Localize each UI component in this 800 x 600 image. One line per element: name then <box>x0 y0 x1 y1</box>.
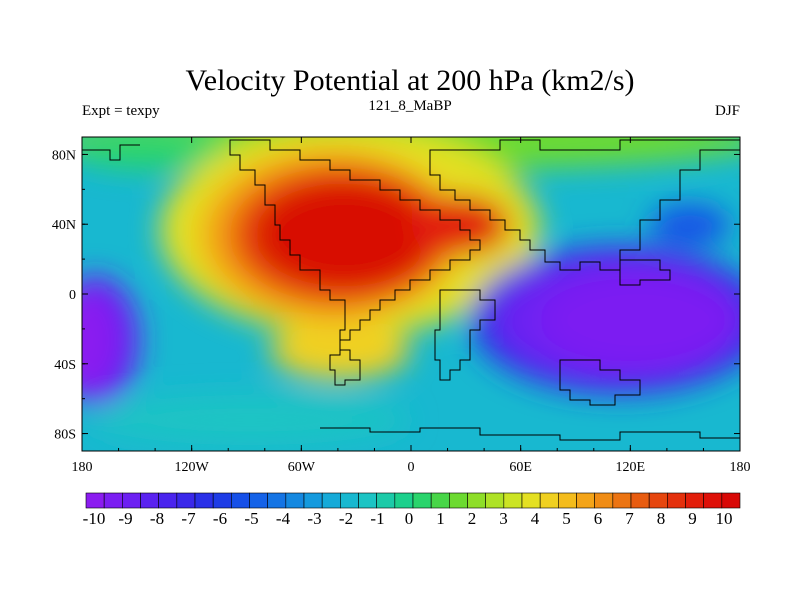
x-tick-label: 60E <box>509 460 532 475</box>
colorbar-label: 2 <box>468 509 477 528</box>
coast-americas <box>229 139 481 386</box>
colorbar-swatch <box>721 492 741 509</box>
field-band-north-west <box>82 137 230 170</box>
x-tick-label: 180 <box>730 460 751 475</box>
coast-maritime <box>619 259 671 286</box>
field-lobe-red-core <box>255 180 435 290</box>
colorbar-swatch <box>630 492 650 509</box>
x-tick-label: 180 <box>72 460 93 475</box>
colorbar-swatch <box>267 492 287 509</box>
colorbar-swatch <box>594 492 614 509</box>
colorbar-swatch <box>612 492 632 509</box>
colorbar-swatch <box>412 492 432 509</box>
subtitle-left: Expt = texpy <box>82 103 160 119</box>
colorbar-label: -3 <box>307 509 321 528</box>
y-tick-label: 40N <box>52 218 76 233</box>
colorbar-label: 3 <box>499 509 508 528</box>
coast-antarctica <box>320 427 740 441</box>
colorbar-label: -2 <box>339 509 353 528</box>
coast-alaska <box>82 144 140 161</box>
coastlines <box>82 139 740 441</box>
colorbar-swatch <box>703 492 723 509</box>
y-tick-label: 0 <box>69 288 76 303</box>
colorbar-label: -7 <box>181 509 196 528</box>
colorbar-label: 0 <box>405 509 414 528</box>
x-tick-label: 0 <box>408 460 415 475</box>
colorbar-label: 4 <box>531 509 540 528</box>
field-trough-north-pacific <box>650 205 730 245</box>
x-tick-label: 60W <box>288 460 316 475</box>
colorbar-label: 1 <box>436 509 445 528</box>
colorbar-swatch <box>285 492 305 509</box>
colorbar-swatch <box>103 492 123 509</box>
colorbar-swatch <box>212 492 232 509</box>
colorbar-swatch <box>376 492 396 509</box>
coast-eurasia <box>429 139 740 271</box>
coast-africa <box>434 289 496 381</box>
colorbar-swatch <box>503 492 523 509</box>
x-tick-label: 120W <box>175 460 210 475</box>
colorbar-swatch <box>648 492 668 509</box>
field-band-south <box>90 395 410 445</box>
colorbar-label: 7 <box>625 509 634 528</box>
y-axis: 80N 40N 0 40S 80S <box>52 148 740 443</box>
colorbar-swatch <box>321 492 341 509</box>
colorbar-label: -4 <box>276 509 291 528</box>
colorbar-label: -10 <box>83 509 106 528</box>
colorbar-label: 5 <box>562 509 571 528</box>
colorbar-swatch <box>231 492 250 509</box>
colorbar-swatch <box>176 492 196 509</box>
colorbar-swatch <box>576 492 595 509</box>
y-tick-label: 80S <box>54 428 76 443</box>
colorbar-label: -1 <box>370 509 384 528</box>
colorbar-label: -9 <box>118 509 132 528</box>
colorbar-swatch <box>122 492 141 509</box>
colorbar-label: 8 <box>657 509 666 528</box>
colorbar-swatch <box>430 492 450 509</box>
colorbar-swatch <box>140 492 159 509</box>
colorbar-swatch <box>467 492 486 509</box>
colorbar-swatch <box>194 492 214 509</box>
colorbar-swatch <box>158 492 178 509</box>
colorbar-swatch <box>85 492 105 509</box>
colorbar-swatch <box>340 492 359 509</box>
x-axis: 180 120W 60W 0 60E 120E 180 <box>72 137 751 475</box>
velocity-potential-field <box>82 137 740 451</box>
colorbar-swatch <box>358 492 377 509</box>
colorbar-swatch <box>449 492 468 509</box>
y-tick-label: 80N <box>52 148 76 163</box>
colorbar-swatch <box>394 492 414 509</box>
field-trough-east-pacific-core <box>82 290 115 390</box>
colorbar-swatch <box>539 492 559 509</box>
field-trough-violet-core <box>540 270 740 370</box>
colorbar-swatch <box>685 492 704 509</box>
chart-title: Velocity Potential at 200 hPa (km2/s) <box>185 64 634 97</box>
colorbar-swatch <box>521 492 541 509</box>
colorbar: -10 -9 -8 -7 -6 -5 -4 -3 -2 -1 0 1 2 3 4 5 6 7 8 9 10 <box>83 492 741 528</box>
coast-australia <box>559 359 641 406</box>
colorbar-swatch <box>485 492 505 509</box>
colorbar-swatch <box>249 492 268 509</box>
x-tick-label: 120E <box>616 460 646 475</box>
y-tick-label: 40S <box>54 358 76 373</box>
colorbar-label: -6 <box>213 509 227 528</box>
colorbar-label: 6 <box>594 509 603 528</box>
colorbar-label: 10 <box>716 509 733 528</box>
colorbar-label: -5 <box>244 509 258 528</box>
subtitle-center: 121_8_MaBP <box>368 98 451 114</box>
colorbar-label: 9 <box>688 509 697 528</box>
colorbar-swatch <box>667 492 686 509</box>
colorbar-swatch <box>558 492 577 509</box>
colorbar-swatch <box>303 492 323 509</box>
subtitle-right: DJF <box>715 103 740 119</box>
colorbar-label: -8 <box>150 509 164 528</box>
